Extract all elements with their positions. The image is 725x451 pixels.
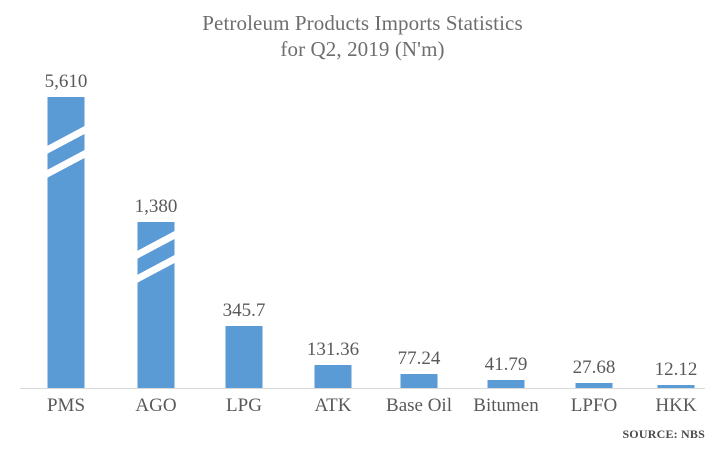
category-label-lpfo: LPFO	[570, 395, 618, 416]
category-label-hkk: HKK	[655, 395, 697, 416]
x-axis-line	[20, 388, 705, 389]
bar-slot-bitumen: 41.79	[464, 48, 548, 388]
bar-slot-ago: 1,380	[114, 48, 198, 388]
bar-value-hkk: 12.12	[654, 359, 698, 380]
bar-value-bitumen: 41.79	[484, 354, 528, 375]
bar-slot-atk: 131.36	[291, 48, 375, 388]
bar-slot-hkk: 12.12	[634, 48, 718, 388]
bar-value-ago: 1,380	[134, 196, 178, 217]
bar-value-base-oil: 77.24	[397, 348, 441, 369]
bar-lpg[interactable]	[225, 326, 263, 388]
bar-slot-base-oil: 77.24	[377, 48, 461, 388]
bar-lpfo[interactable]	[575, 383, 613, 388]
category-label-lpg: LPG	[226, 395, 262, 416]
bar-bitumen[interactable]	[487, 380, 525, 388]
category-label-base-oil: Base Oil	[386, 395, 452, 416]
bar-value-lpfo: 27.68	[572, 357, 616, 378]
category-label-bitumen: Bitumen	[473, 395, 539, 416]
bar-slot-lpg: 345.7	[202, 48, 286, 388]
category-label-ago: AGO	[135, 395, 177, 416]
bar-value-atk: 131.36	[306, 339, 360, 360]
chart-title-line-1: Petroleum Products Imports Statistics	[202, 11, 523, 35]
bar-value-pms: 5,610	[44, 71, 88, 92]
bar-atk[interactable]	[314, 365, 352, 388]
bar-slot-pms: 5,610	[24, 48, 108, 388]
category-label-pms: PMS	[46, 395, 86, 416]
source-note: SOURCE: NBS	[622, 427, 705, 441]
category-label-atk: ATK	[314, 395, 352, 416]
bar-ago[interactable]	[137, 222, 175, 388]
chart-title: Petroleum Products Imports Statistics fo…	[0, 10, 725, 62]
bar-hkk[interactable]	[657, 385, 695, 388]
chart-title-line-2: for Q2, 2019 (N'm)	[280, 37, 445, 61]
bar-value-lpg: 345.7	[222, 300, 266, 321]
bar-base-oil[interactable]	[400, 374, 438, 388]
bar-slot-lpfo: 27.68	[552, 48, 636, 388]
bar-pms[interactable]	[47, 97, 85, 388]
